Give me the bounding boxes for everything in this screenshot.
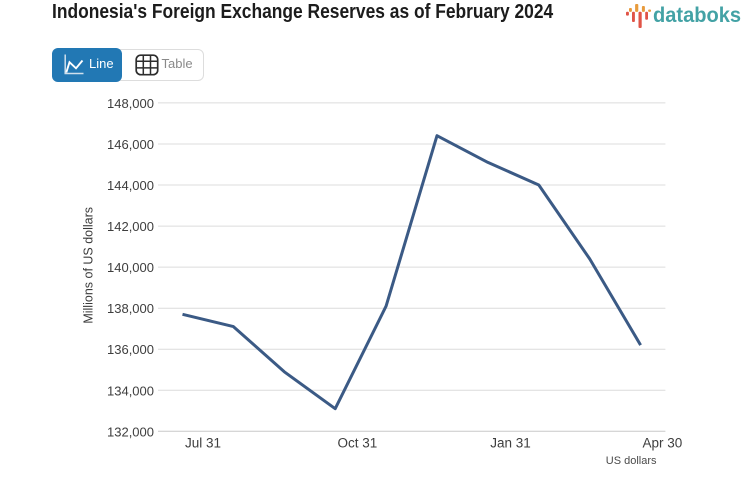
svg-text:136,000: 136,000 xyxy=(107,342,154,357)
svg-text:138,000: 138,000 xyxy=(107,301,154,316)
svg-text:144,000: 144,000 xyxy=(107,178,154,193)
svg-text:132,000: 132,000 xyxy=(107,424,154,439)
svg-text:142,000: 142,000 xyxy=(107,219,154,234)
svg-text:140,000: 140,000 xyxy=(107,260,154,275)
svg-text:134,000: 134,000 xyxy=(107,383,154,398)
svg-text:Oct 31: Oct 31 xyxy=(338,436,378,451)
svg-text:148,000: 148,000 xyxy=(107,96,154,111)
svg-text:US dollars: US dollars xyxy=(606,455,657,467)
svg-text:Apr 30: Apr 30 xyxy=(643,436,683,451)
svg-text:Jan 31: Jan 31 xyxy=(490,436,531,451)
svg-text:Jul 31: Jul 31 xyxy=(185,436,221,451)
svg-text:Millions of US dollars: Millions of US dollars xyxy=(82,207,96,324)
svg-text:146,000: 146,000 xyxy=(107,137,154,152)
